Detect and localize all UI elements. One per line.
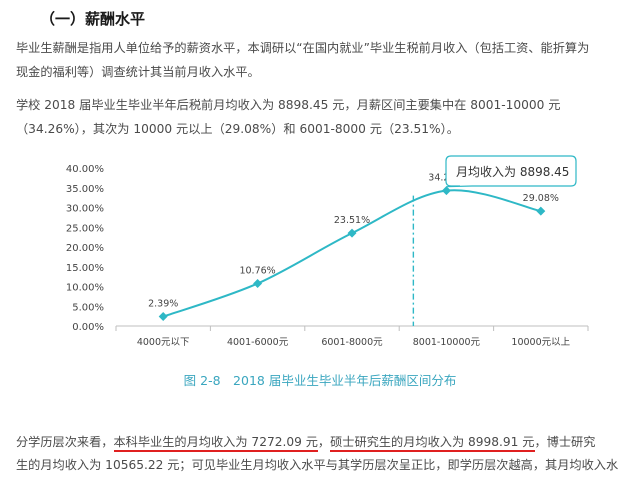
y-tick-label: 0.00% (72, 322, 104, 333)
data-point (536, 206, 546, 216)
salary-distribution-chart: 0.00% 5.00% 10.00% 15.00% 20.00% 25.00% 30.00%… (66, 155, 589, 348)
bachelor-income-highlight: 本科毕业生的月均收入为 7272.09 元 (113, 435, 318, 452)
data-labels: 2.39%10.76%23.51%34.26%29.08% (148, 173, 559, 310)
data-label: 29.08% (523, 193, 559, 204)
data-label: 10.76% (239, 265, 275, 276)
degree-paragraph-line-1: 分学历层次来看，本科毕业生的月均收入为 7272.09 元，硕士研究生的月均收入… (16, 430, 595, 454)
callout-text: 月均收入为 8898.45 (456, 165, 569, 179)
y-tick-label: 35.00% (66, 184, 104, 195)
x-tick-label: 4000元以下 (137, 337, 190, 348)
series-line (162, 189, 542, 318)
x-tick-label: 10000元以上 (511, 337, 570, 348)
series-points (158, 186, 546, 322)
degree-separator: ， (317, 435, 331, 449)
data-label: 2.39% (148, 299, 178, 310)
x-tick-label: 4001-6000元 (227, 337, 289, 348)
y-tick-label: 40.00% (66, 164, 104, 175)
x-axis-ticks (115, 326, 589, 331)
x-tick-label: 8001-10000元 (413, 337, 481, 348)
data-point (347, 228, 357, 238)
data-point (441, 186, 451, 196)
data-point (158, 312, 168, 322)
summary-paragraph-line-1: 学校 2018 届毕业生毕业半年后税前月均收入为 8898.45 元，月薪区间主… (16, 98, 561, 112)
y-tick-label: 20.00% (66, 243, 104, 254)
data-point (253, 278, 263, 288)
y-tick-label: 5.00% (72, 302, 104, 313)
section-title: （一）薪酬水平 (40, 10, 146, 28)
degree-tail: ，博士研究 (534, 435, 596, 449)
y-tick-label: 10.00% (66, 283, 104, 294)
summary-paragraph-line-2: （34.26%），其次为 10000 元以上（29.08%）和 6001-800… (16, 122, 459, 136)
y-tick-label: 15.00% (66, 263, 104, 274)
callout-box (445, 155, 577, 188)
degree-paragraph-line-2: 生的月均收入为 10565.22 元；可见毕业生月均收入水平与其学历层次呈正比，… (16, 458, 619, 472)
x-axis-labels: 4000元以下 4001-6000元 6001-8000元 8001-10000元 10… (137, 337, 571, 348)
master-income-highlight: 硕士研究生的月均收入为 8998.91 元 (330, 435, 535, 452)
y-tick-label: 25.00% (66, 223, 104, 234)
x-tick-label: 6001-8000元 (321, 337, 383, 348)
degree-prefix: 分学历层次来看， (16, 435, 114, 449)
intro-paragraph-line-2: 现金的福利等）调查统计其当前月收入水平。 (16, 65, 260, 79)
data-label: 23.51% (334, 215, 370, 226)
figure-caption: 图 2-8 2018 届毕业生毕业半年后薪酬区间分布 (183, 373, 457, 388)
mean-income-callout: 月均收入为 8898.45 (445, 155, 577, 188)
intro-paragraph-line-1: 毕业生薪酬是指用人单位给予的薪资水平，本调研以“在国内就业”毕业生税前月收入（包… (16, 41, 590, 55)
y-tick-label: 30.00% (66, 204, 104, 215)
y-axis: 0.00% 5.00% 10.00% 15.00% 20.00% 25.00% 30.00%… (66, 164, 104, 333)
